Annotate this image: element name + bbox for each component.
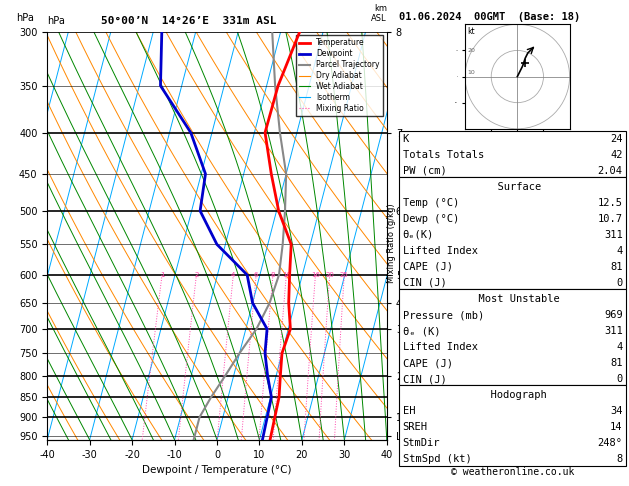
- Text: Lifted Index: Lifted Index: [403, 342, 477, 352]
- Text: StmDir: StmDir: [403, 438, 440, 449]
- Text: 25: 25: [340, 272, 348, 278]
- Text: 10: 10: [468, 70, 476, 75]
- Text: hPa: hPa: [16, 14, 35, 23]
- Text: km
ASL: km ASL: [371, 4, 387, 23]
- Text: 0: 0: [616, 278, 623, 288]
- Text: 311: 311: [604, 230, 623, 240]
- Text: 01.06.2024  00GMT  (Base: 18): 01.06.2024 00GMT (Base: 18): [399, 12, 581, 22]
- Text: CIN (J): CIN (J): [403, 374, 447, 384]
- Text: 6: 6: [254, 272, 259, 278]
- Text: CAPE (J): CAPE (J): [403, 358, 452, 368]
- Text: 81: 81: [610, 358, 623, 368]
- Text: 248°: 248°: [598, 438, 623, 449]
- Legend: Temperature, Dewpoint, Parcel Trajectory, Dry Adiabat, Wet Adiabat, Isotherm, Mi: Temperature, Dewpoint, Parcel Trajectory…: [296, 35, 383, 116]
- Text: K: K: [403, 134, 409, 144]
- Text: 34: 34: [610, 406, 623, 417]
- Text: 16: 16: [311, 272, 320, 278]
- Text: © weatheronline.co.uk: © weatheronline.co.uk: [451, 467, 574, 477]
- Text: 42: 42: [610, 150, 623, 160]
- Text: 4: 4: [231, 272, 235, 278]
- Text: PW (cm): PW (cm): [403, 166, 447, 176]
- Text: EH: EH: [403, 406, 415, 417]
- Text: Dewp (°C): Dewp (°C): [403, 214, 459, 224]
- Text: Surface: Surface: [484, 182, 541, 192]
- Text: StmSpd (kt): StmSpd (kt): [403, 454, 471, 465]
- Text: 10: 10: [282, 272, 291, 278]
- Text: CIN (J): CIN (J): [403, 278, 447, 288]
- Text: 1: 1: [160, 272, 164, 278]
- Text: 4: 4: [616, 342, 623, 352]
- Text: 20: 20: [468, 48, 476, 53]
- Text: 4: 4: [616, 246, 623, 256]
- Text: SREH: SREH: [403, 422, 428, 433]
- Text: θₑ (K): θₑ (K): [403, 326, 440, 336]
- Text: 12.5: 12.5: [598, 198, 623, 208]
- Text: Mixing Ratio (g/kg): Mixing Ratio (g/kg): [387, 203, 396, 283]
- Text: Lifted Index: Lifted Index: [403, 246, 477, 256]
- Text: θₑ(K): θₑ(K): [403, 230, 434, 240]
- Text: Totals Totals: Totals Totals: [403, 150, 484, 160]
- Text: 10.7: 10.7: [598, 214, 623, 224]
- Text: kt: kt: [468, 27, 476, 36]
- Text: CAPE (J): CAPE (J): [403, 262, 452, 272]
- Text: Temp (°C): Temp (°C): [403, 198, 459, 208]
- Text: 81: 81: [610, 262, 623, 272]
- Text: Hodograph: Hodograph: [478, 390, 547, 400]
- Text: Pressure (mb): Pressure (mb): [403, 310, 484, 320]
- Text: 8: 8: [270, 272, 276, 278]
- Text: 0: 0: [616, 374, 623, 384]
- Text: hPa: hPa: [47, 16, 65, 26]
- Text: 969: 969: [604, 310, 623, 320]
- Text: 2.04: 2.04: [598, 166, 623, 176]
- Text: 50°00’N  14°26’E  331m ASL: 50°00’N 14°26’E 331m ASL: [101, 16, 276, 26]
- Text: 2: 2: [194, 272, 199, 278]
- Text: Most Unstable: Most Unstable: [465, 294, 560, 304]
- X-axis label: Dewpoint / Temperature (°C): Dewpoint / Temperature (°C): [142, 465, 292, 475]
- Text: 24: 24: [610, 134, 623, 144]
- Text: 8: 8: [616, 454, 623, 465]
- Text: 20: 20: [325, 272, 334, 278]
- Text: 311: 311: [604, 326, 623, 336]
- Text: 14: 14: [610, 422, 623, 433]
